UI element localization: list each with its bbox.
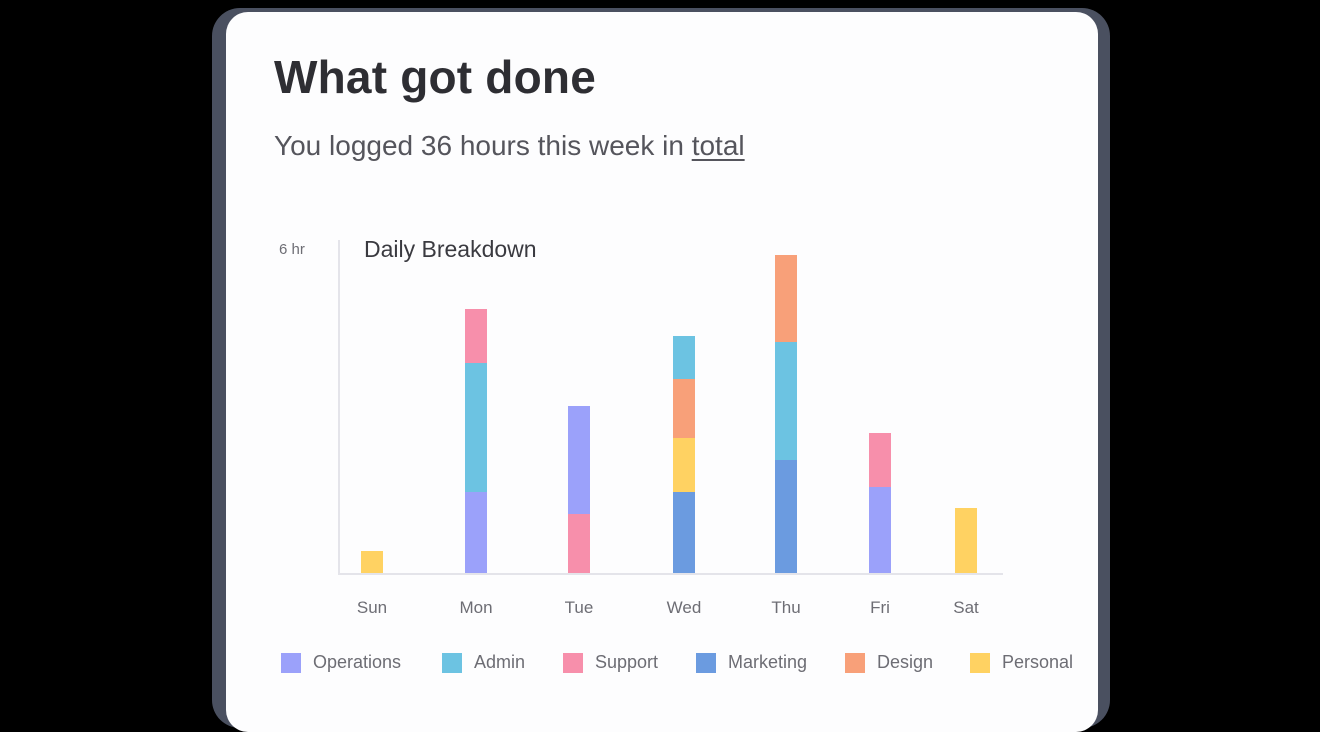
summary-text: You logged 36 hours this week in total xyxy=(274,130,745,162)
legend-label: Support xyxy=(595,652,659,672)
bar-segment-design[interactable] xyxy=(673,379,695,439)
legend-label: Design xyxy=(877,652,934,672)
legend-swatch-icon xyxy=(845,652,865,673)
bar-segment-operations[interactable] xyxy=(465,492,487,573)
legend-item-design[interactable]: Design xyxy=(845,652,933,673)
bar-segment-marketing[interactable] xyxy=(775,459,797,573)
legend-swatch-icon xyxy=(970,652,990,673)
bar-segment-admin[interactable] xyxy=(465,363,487,493)
legend-swatch-icon xyxy=(442,652,462,673)
summary-prefix: You logged 36 hours this week in xyxy=(274,130,692,161)
legend-item-personal[interactable]: Personal xyxy=(970,652,1073,673)
bar-fri[interactable] xyxy=(869,433,891,573)
legend-label: Marketing xyxy=(728,652,808,672)
bar-wed[interactable] xyxy=(673,336,695,573)
legend-label: Operations xyxy=(313,652,402,672)
y-axis-max-label: 6 hr xyxy=(279,241,305,258)
bar-thu[interactable] xyxy=(775,255,797,573)
page-title: What got done xyxy=(274,51,596,103)
x-label-sun: Sun xyxy=(356,598,388,617)
bar-segment-personal[interactable] xyxy=(673,438,695,493)
legend-label: Personal xyxy=(1002,652,1074,672)
bar-segment-marketing[interactable] xyxy=(673,492,695,573)
bar-segment-support[interactable] xyxy=(869,433,891,487)
legend-swatch-icon xyxy=(563,652,583,673)
bar-sun[interactable] xyxy=(361,551,383,573)
x-label-sat: Sat xyxy=(953,598,979,617)
bar-segment-operations[interactable] xyxy=(869,486,891,573)
total-link[interactable]: total xyxy=(691,130,745,161)
bar-segment-admin[interactable] xyxy=(673,336,695,380)
bar-segment-design[interactable] xyxy=(775,255,797,342)
bar-segment-personal[interactable] xyxy=(955,508,977,573)
bar-mon[interactable] xyxy=(465,309,487,573)
bar-sat[interactable] xyxy=(955,508,977,573)
x-label-thu: Thu xyxy=(771,598,801,617)
x-axis xyxy=(338,573,1003,575)
bar-segment-personal[interactable] xyxy=(361,551,383,573)
x-label-fri: Fri xyxy=(870,598,890,617)
legend-swatch-icon xyxy=(696,652,716,673)
x-label-mon: Mon xyxy=(459,598,493,617)
legend-item-admin[interactable]: Admin xyxy=(442,652,525,673)
x-label-tue: Tue xyxy=(564,598,594,617)
bar-segment-admin[interactable] xyxy=(775,341,797,460)
legend-swatch-icon xyxy=(281,652,301,673)
chart-title: Daily Breakdown xyxy=(364,236,537,262)
legend-item-marketing[interactable]: Marketing xyxy=(696,652,807,673)
bar-segment-support[interactable] xyxy=(568,513,590,573)
bar-segment-operations[interactable] xyxy=(568,406,590,514)
legend-label: Admin xyxy=(474,652,526,672)
bar-tue[interactable] xyxy=(568,406,590,573)
x-label-wed: Wed xyxy=(666,598,702,617)
y-axis xyxy=(338,240,340,575)
bar-segment-support[interactable] xyxy=(465,309,487,364)
legend-item-operations[interactable]: Operations xyxy=(281,652,401,673)
summary-card xyxy=(226,12,1098,732)
legend-item-support[interactable]: Support xyxy=(563,652,658,673)
